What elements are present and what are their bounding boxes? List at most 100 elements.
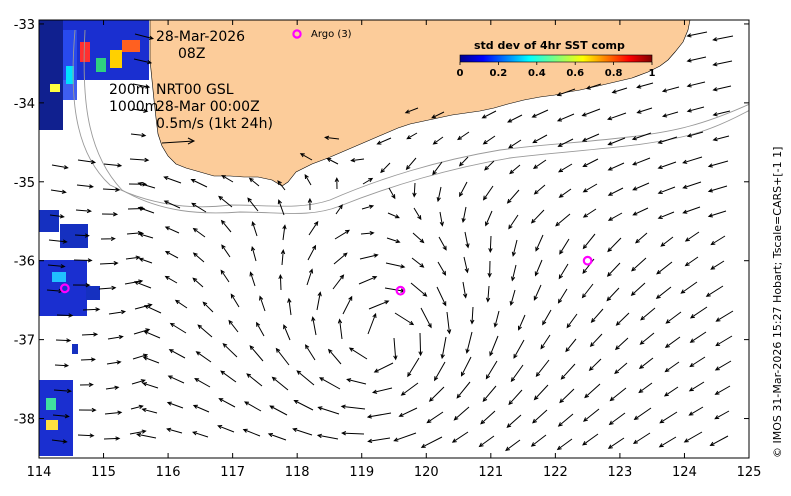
current-arrow [510,364,524,383]
current-arrow [509,289,516,306]
current-arrow [163,176,182,184]
current-arrow [132,83,151,89]
current-arrow [607,137,626,146]
current-arrow [556,88,576,97]
current-arrow [168,349,186,359]
current-arrow [277,180,286,191]
current-arrow [248,177,260,187]
current-arrow [535,234,544,252]
current-arrow [367,312,377,335]
current-arrow [105,385,120,390]
current-arrow [607,437,625,449]
current-arrow [470,306,475,325]
current-arrow [319,377,341,390]
date-label: 28-Mar-2026 [156,29,245,45]
current-arrow [304,174,312,186]
current-arrow [656,261,673,275]
current-arrow [606,262,621,277]
current-arrow [316,433,339,440]
current-arrow [712,135,730,142]
current-arrow [380,162,391,174]
argo-float-marker [395,285,406,296]
current-arrow [557,413,574,427]
current-arrow [101,212,119,217]
current-arrow [582,208,597,218]
current-arrow [657,136,678,144]
current-arrow [712,85,732,92]
current-arrow [682,181,702,189]
y-tick-label: -33 [14,18,35,33]
current-arrow [635,232,648,244]
current-arrow [197,324,213,338]
current-arrow [556,113,575,122]
current-arrow [689,356,706,368]
current-arrow [218,195,233,208]
current-arrow [432,136,444,145]
y-axis: -33 -34 -35 -36 -37 -38 [14,18,749,428]
source-time-label: 28-Mar 00:00Z [156,99,260,115]
current-arrow [582,183,598,193]
current-arrow [278,273,283,291]
current-arrow [388,187,396,200]
current-arrow [710,235,726,246]
colorbar-tick-label: 0.4 [528,68,546,79]
current-arrow [393,432,417,442]
current-arrow [78,407,97,413]
current-arrow [75,208,92,214]
current-arrow [133,58,153,65]
current-arrow [332,274,345,290]
current-arrow [269,405,288,416]
current-arrow [457,131,470,141]
current-arrow [373,362,394,373]
current-arrow [221,244,231,258]
current-arrow [371,387,393,394]
current-arrow [138,232,154,239]
current-arrow [220,219,232,233]
current-arrow [406,132,418,140]
current-arrow [202,301,214,313]
current-arrow [249,345,264,362]
current-arrow [194,378,211,388]
current-arrow [506,189,520,204]
scale-arrow [161,137,196,145]
current-arrow [335,204,343,215]
current-arrow [480,410,496,425]
current-arrow [661,86,680,93]
x-tick-label: 125 [737,465,762,480]
current-arrow [410,282,428,297]
current-arrow [590,308,604,323]
current-arrow [712,35,734,42]
current-arrow [607,212,623,221]
current-arrow [164,275,178,284]
current-arrow [581,133,600,142]
current-arrow [464,231,470,249]
current-arrow [79,382,94,387]
current-arrow [715,310,734,322]
current-arrow [428,386,445,402]
current-arrow [358,276,378,285]
current-arrow [607,237,622,253]
scale-label: 0.5m/s (1kt 24h) [156,116,273,132]
current-arrow [658,436,677,448]
current-arrow [130,404,144,410]
current-arrow [400,382,419,396]
current-arrow [707,160,729,168]
current-arrow [404,107,419,114]
current-arrow [608,412,626,426]
current-arrow [630,282,646,296]
current-arrow [282,224,287,241]
current-arrow [638,357,654,369]
current-arrow [195,351,212,363]
current-arrow [688,381,705,392]
current-arrow [220,370,237,383]
current-arrow [437,261,447,276]
current-arrow [508,214,519,230]
current-arrow [136,432,157,439]
current-arrow [251,221,258,237]
current-arrow [138,257,153,264]
current-arrow [465,331,473,354]
current-arrow [169,322,187,334]
argo-legend-marker [292,29,302,39]
current-arrow [412,232,425,244]
current-arrow [436,186,442,203]
